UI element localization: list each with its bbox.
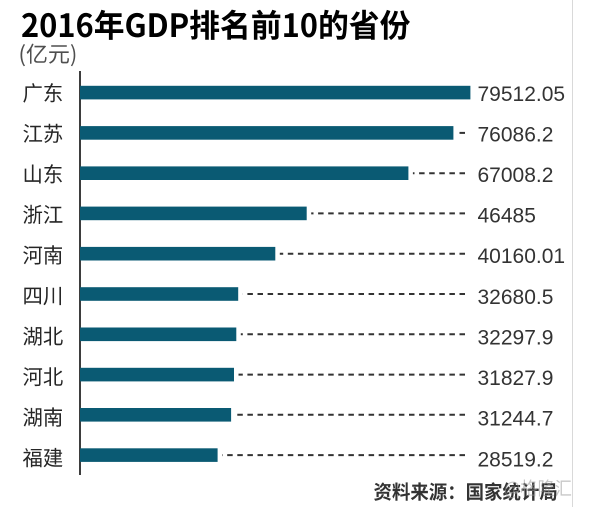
svg-text:28519.2: 28519.2 xyxy=(478,448,554,471)
svg-text:46485: 46485 xyxy=(478,205,536,228)
svg-text:40160.01: 40160.01 xyxy=(478,245,566,268)
svg-text:32680.5: 32680.5 xyxy=(478,286,554,309)
svg-text:31244.7: 31244.7 xyxy=(478,408,554,431)
svg-text:76086.2: 76086.2 xyxy=(478,123,554,146)
svg-text:79512.05: 79512.05 xyxy=(478,83,566,106)
svg-text:32297.9: 32297.9 xyxy=(478,327,554,350)
svg-text:67008.2: 67008.2 xyxy=(478,164,554,187)
svg-text:31827.9: 31827.9 xyxy=(478,367,554,390)
